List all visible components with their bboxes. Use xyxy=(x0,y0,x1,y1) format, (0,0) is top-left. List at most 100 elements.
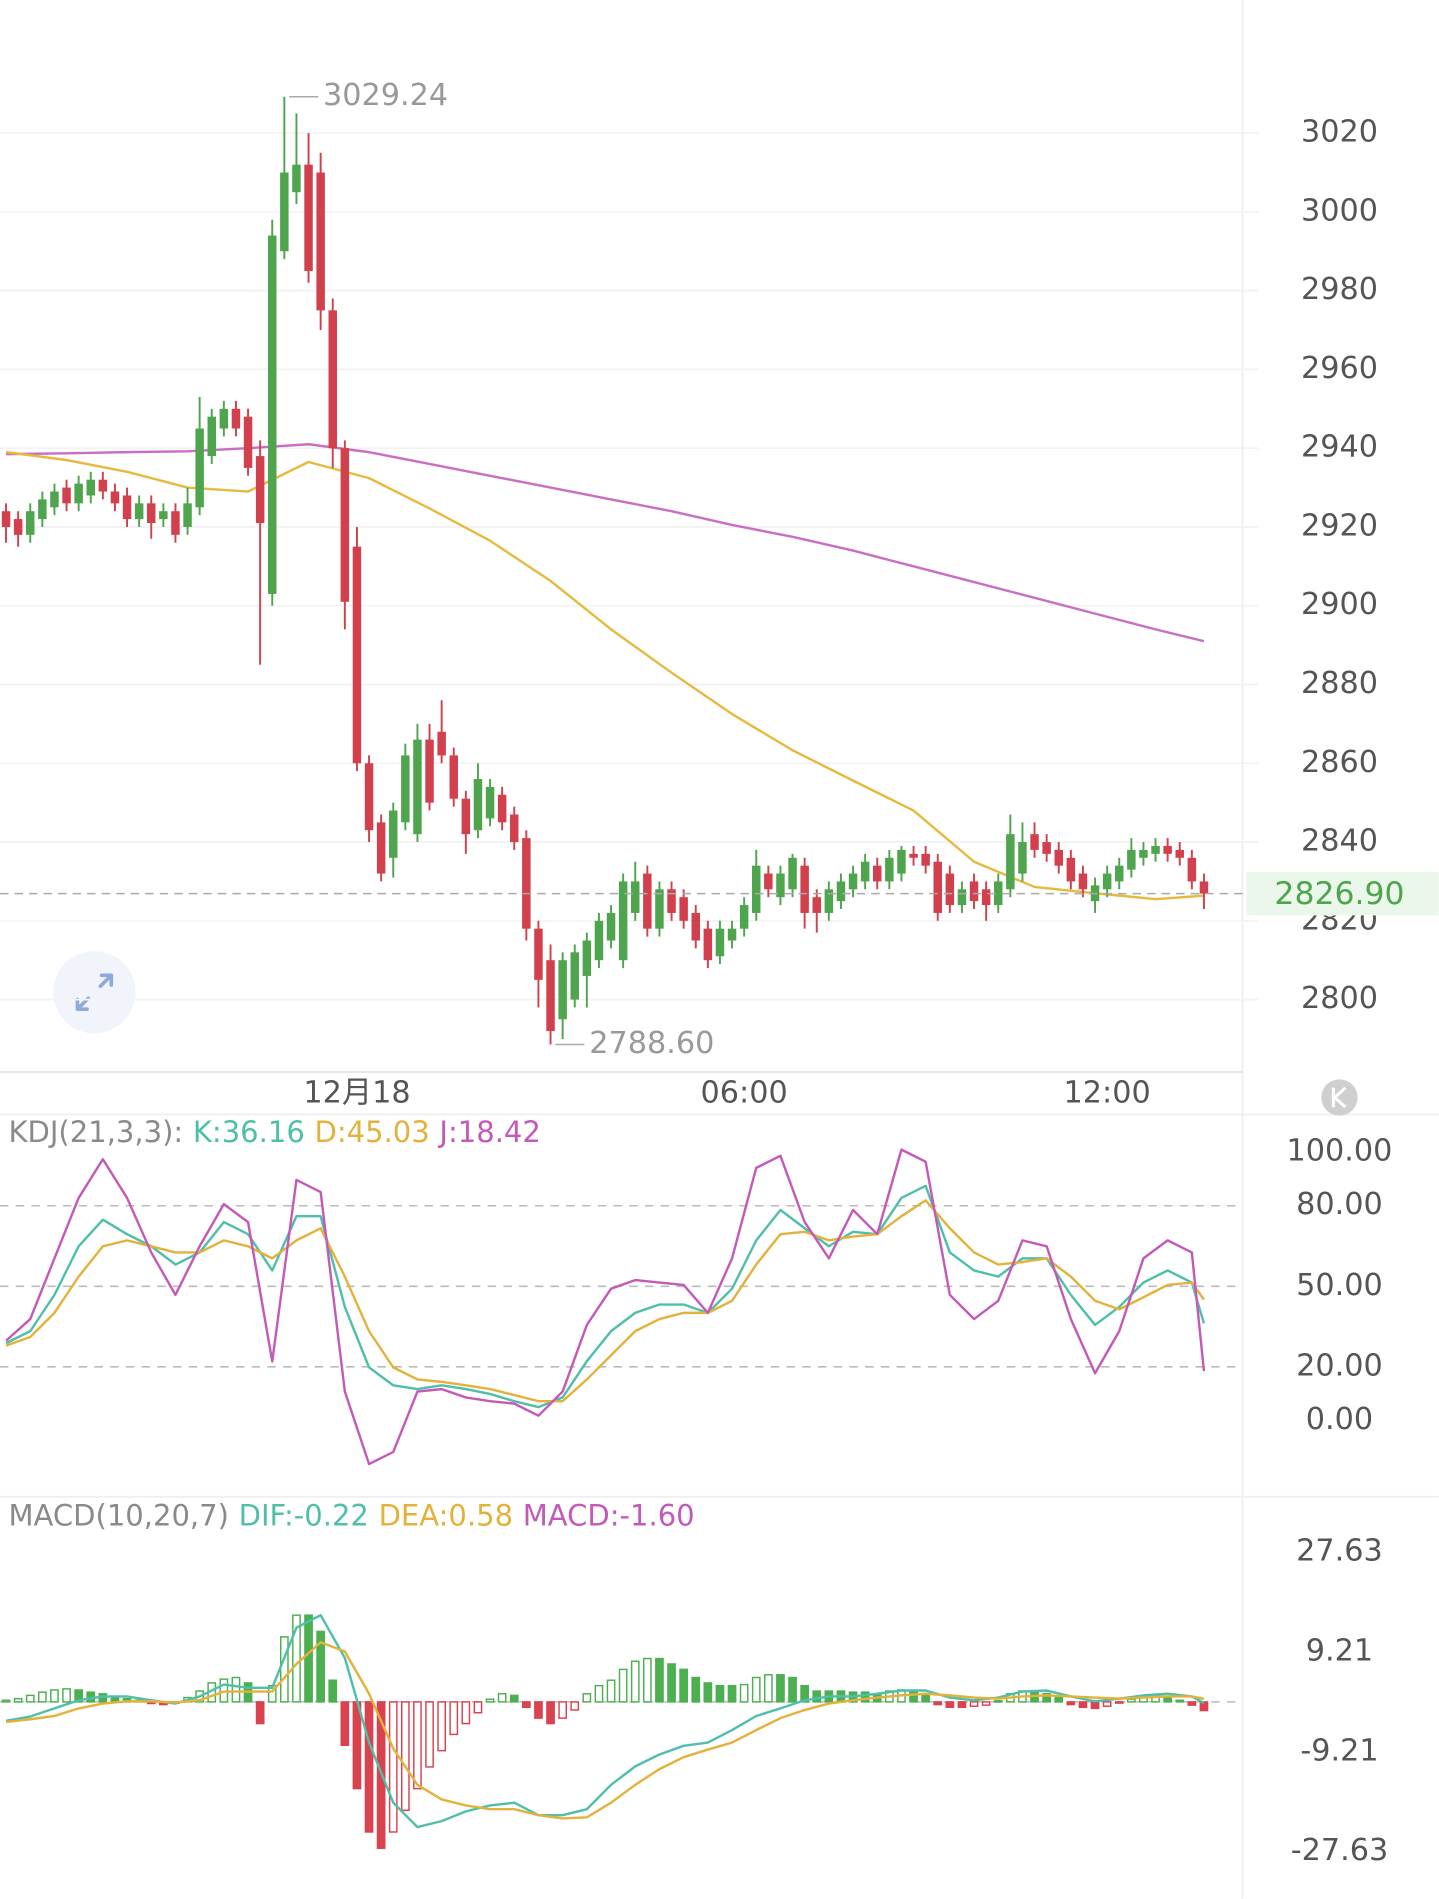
kline-button[interactable] xyxy=(1321,1079,1358,1116)
expand-button[interactable] xyxy=(53,951,136,1034)
candle-body xyxy=(739,905,749,929)
candle-body xyxy=(485,786,495,819)
macd-bar xyxy=(521,1701,531,1709)
macd-bar xyxy=(485,1698,495,1703)
candle-body xyxy=(50,491,59,508)
legend-item: K:36.16 xyxy=(193,1115,305,1149)
macd-bar xyxy=(1187,1701,1197,1706)
candle-body xyxy=(957,889,967,906)
candle-body xyxy=(86,479,95,496)
candle-body xyxy=(1139,849,1148,858)
kline-icon[interactable] xyxy=(1331,1086,1347,1109)
macd-bar xyxy=(316,1630,326,1703)
candle-body xyxy=(667,889,676,913)
candle-body xyxy=(1030,834,1039,850)
legend-title: KDJ(21,3,3): xyxy=(8,1115,183,1149)
macd-bar xyxy=(473,1701,483,1714)
candle-body xyxy=(292,164,301,193)
macd-bar xyxy=(255,1701,265,1725)
candle-body xyxy=(885,857,894,882)
macd-bar xyxy=(727,1684,737,1703)
candle-body xyxy=(425,739,434,803)
macd-bar xyxy=(413,1701,422,1790)
candle-body xyxy=(1175,849,1184,858)
candle-body xyxy=(643,873,652,929)
macd-bar xyxy=(388,1701,398,1833)
macd-bar xyxy=(400,1701,410,1812)
macd-bar xyxy=(582,1693,592,1703)
macd-bar xyxy=(62,1688,71,1703)
macd-bar xyxy=(751,1676,761,1703)
y-tick-label: 80.00 xyxy=(1296,1187,1383,1222)
candle-body xyxy=(1066,857,1076,882)
y-tick-label: 2880 xyxy=(1301,666,1378,701)
macd-bar xyxy=(860,1691,870,1703)
candle-body xyxy=(62,487,71,504)
macd-bar xyxy=(292,1614,301,1703)
macd-bar xyxy=(969,1701,979,1707)
macd-bar xyxy=(328,1679,338,1703)
extreme-label: 2788.60 xyxy=(589,1026,714,1061)
candle-body xyxy=(691,912,700,941)
candle-body xyxy=(401,755,410,823)
candle-body xyxy=(195,428,204,508)
macd-bar xyxy=(642,1657,652,1703)
macd-bar xyxy=(437,1701,447,1752)
candle-body xyxy=(1151,845,1160,854)
macd-bar xyxy=(570,1701,580,1711)
macd-bar xyxy=(558,1701,568,1719)
expand-icon[interactable] xyxy=(75,973,114,1011)
macd-bar xyxy=(352,1701,362,1790)
macd-bar xyxy=(509,1694,519,1703)
candle-body xyxy=(873,865,882,882)
y-tick-label: 2920 xyxy=(1301,508,1378,543)
candle-body xyxy=(413,739,422,835)
candle-body xyxy=(26,511,35,535)
candle-body xyxy=(304,164,313,271)
candle-body xyxy=(909,853,918,858)
candle-body xyxy=(340,448,350,602)
candle-body xyxy=(655,889,664,929)
macd-bar xyxy=(50,1689,59,1703)
candle-body xyxy=(546,960,555,1032)
macd-bar xyxy=(981,1701,991,1706)
candle-body xyxy=(534,928,543,980)
macd-bar xyxy=(1163,1696,1173,1703)
candle-body xyxy=(231,408,241,429)
legend-item: DEA:0.58 xyxy=(379,1498,513,1532)
candle-body xyxy=(376,822,386,874)
candle-body xyxy=(122,495,132,520)
macd-bar xyxy=(776,1674,785,1703)
macd-bar xyxy=(703,1682,713,1703)
candle-body xyxy=(316,172,325,311)
macd-bar xyxy=(655,1657,664,1703)
macd-bar xyxy=(812,1690,822,1703)
candle-body xyxy=(473,779,483,831)
y-tick-label: 100.00 xyxy=(1287,1134,1393,1169)
candle-body xyxy=(497,794,507,823)
macd-bar xyxy=(497,1693,507,1703)
y-tick-label: 2860 xyxy=(1301,745,1378,780)
candle-body xyxy=(1078,873,1088,890)
candle-body xyxy=(522,838,531,929)
expand-button-bg[interactable] xyxy=(53,951,136,1034)
candle-body xyxy=(679,897,688,921)
kline-button-bg[interactable] xyxy=(1321,1079,1358,1116)
macd-bar xyxy=(594,1684,604,1703)
candle-body xyxy=(969,881,979,902)
candle-body xyxy=(921,853,930,866)
macd-bar xyxy=(1199,1701,1209,1712)
candle-body xyxy=(171,511,180,535)
macd-bar xyxy=(739,1683,749,1703)
candle-body xyxy=(1,511,11,527)
candle-body xyxy=(328,310,337,449)
candle-body xyxy=(860,861,870,882)
macd-bar xyxy=(1126,1698,1136,1703)
legend-title: MACD(10,20,7) xyxy=(8,1498,228,1532)
candle-body xyxy=(570,952,579,1000)
macd-bar xyxy=(945,1701,955,1709)
macd-bar xyxy=(425,1701,434,1768)
y-tick-label: 20.00 xyxy=(1296,1348,1383,1383)
macd-bar xyxy=(1102,1701,1112,1707)
